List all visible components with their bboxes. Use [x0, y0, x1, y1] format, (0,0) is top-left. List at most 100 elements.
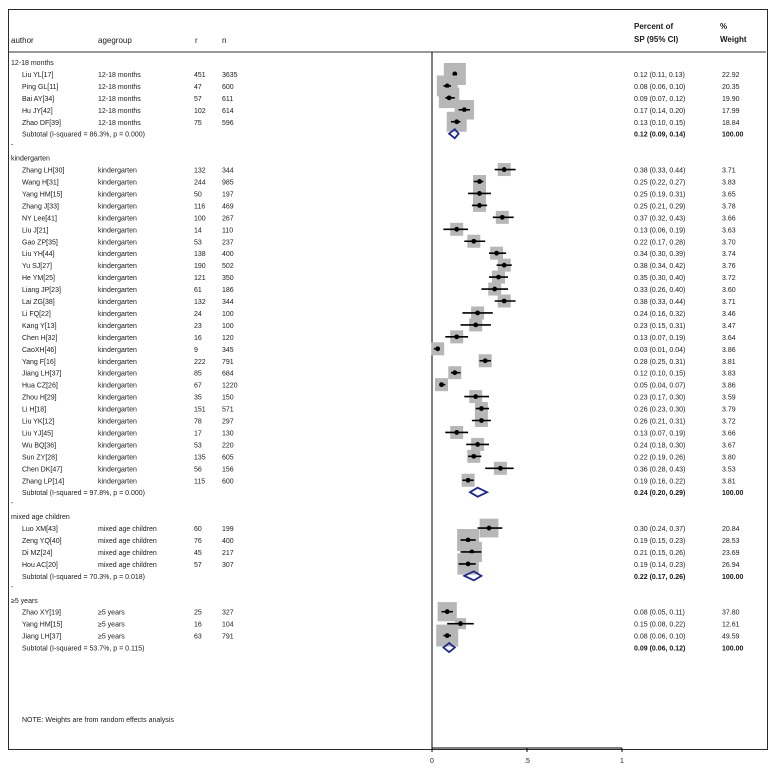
study-ci: 0.05 (0.04, 0.07) — [634, 383, 685, 390]
study-r: 24 — [194, 311, 202, 318]
study-weight: 3.83 — [722, 180, 736, 187]
point-estimate — [471, 453, 477, 459]
study-ci: 0.35 (0.30, 0.40) — [634, 275, 685, 282]
header-weight-line2: Weight — [720, 35, 747, 44]
study-r: 135 — [194, 454, 206, 461]
point-estimate — [444, 609, 450, 615]
point-estimate — [477, 203, 482, 208]
study-r: 75 — [194, 120, 202, 127]
study-weight: 23.69 — [722, 550, 740, 557]
study-author: Luo XM[43] — [22, 526, 58, 533]
subtotal-ci: 0.12 (0.09, 0.14) — [634, 132, 685, 139]
study-r: 78 — [194, 419, 202, 426]
study-r: 16 — [194, 335, 202, 342]
point-estimate — [501, 298, 507, 304]
study-ci: 0.33 (0.26, 0.40) — [634, 287, 685, 294]
study-r: 244 — [194, 180, 206, 187]
group-label: kindergarten — [11, 156, 50, 163]
study-ci: 0.19 (0.16, 0.22) — [634, 478, 685, 485]
x-tick-label: .5 — [524, 758, 530, 765]
study-ci: 0.12 (0.10, 0.15) — [634, 371, 685, 378]
point-estimate — [452, 71, 458, 77]
point-estimate — [473, 322, 479, 328]
study-n: 1220 — [222, 383, 238, 390]
plot-border — [8, 9, 768, 750]
study-weight: 3.46 — [722, 311, 736, 318]
study-weight: 3.64 — [722, 335, 736, 342]
study-author: Liu YL[17] — [22, 72, 53, 79]
study-author: Yang HM[15] — [22, 622, 62, 629]
study-r: 35 — [194, 395, 202, 402]
point-estimate — [499, 214, 505, 220]
study-n: 614 — [222, 108, 234, 115]
study-author: Liu YJ[45] — [22, 430, 53, 437]
study-n: 150 — [222, 395, 234, 402]
study-n: 600 — [222, 84, 234, 91]
point-estimate — [452, 370, 458, 376]
subtotal-weight: 100.00 — [722, 132, 744, 139]
point-estimate — [501, 262, 507, 268]
study-n: 100 — [222, 323, 234, 330]
point-estimate — [471, 238, 477, 244]
group-label: ≥5 years — [11, 598, 38, 605]
study-r: 50 — [194, 191, 202, 198]
study-n: 791 — [222, 634, 234, 641]
point-estimate — [454, 119, 460, 125]
study-author: Li FQ[22] — [22, 311, 51, 318]
study-r: 53 — [194, 442, 202, 449]
subtotal-diamond — [462, 570, 484, 582]
study-r: 222 — [194, 359, 206, 366]
study-agegroup: kindergarten — [98, 215, 137, 222]
study-author: Ping GL[11] — [22, 84, 59, 91]
study-agegroup: kindergarten — [98, 442, 137, 449]
study-ci: 0.13 (0.07, 0.19) — [634, 335, 685, 342]
study-weight: 20.35 — [722, 84, 740, 91]
study-weight: 3.83 — [722, 371, 736, 378]
study-n: 344 — [222, 168, 234, 175]
study-author: Liu J[21] — [22, 227, 49, 234]
study-n: 297 — [222, 419, 234, 426]
study-ci: 0.38 (0.34, 0.42) — [634, 263, 685, 270]
header-percent-line1: Percent of — [634, 22, 673, 31]
study-weight: 3.59 — [722, 395, 736, 402]
study-n: 156 — [222, 466, 234, 473]
study-r: 190 — [194, 263, 206, 270]
study-ci: 0.03 (0.01, 0.04) — [634, 347, 685, 354]
study-weight: 3.67 — [722, 442, 736, 449]
study-weight: 18.84 — [722, 120, 740, 127]
study-weight: 37.80 — [722, 610, 740, 617]
header-n: n — [222, 36, 226, 45]
study-n: 217 — [222, 550, 234, 557]
study-agegroup: kindergarten — [98, 347, 137, 354]
study-author: Zhang LH[30] — [22, 168, 64, 175]
study-weight: 3.78 — [722, 203, 736, 210]
study-weight: 3.47 — [722, 323, 736, 330]
study-n: 350 — [222, 275, 234, 282]
study-agegroup: kindergarten — [98, 180, 137, 187]
study-r: 132 — [194, 168, 206, 175]
study-agegroup: kindergarten — [98, 359, 137, 366]
study-ci: 0.22 (0.17, 0.28) — [634, 239, 685, 246]
point-estimate — [475, 310, 480, 316]
point-estimate — [479, 406, 484, 411]
point-estimate — [494, 250, 499, 256]
study-ci: 0.36 (0.28, 0.43) — [634, 466, 685, 473]
header-weight-line1: % — [720, 22, 727, 31]
study-agegroup: 12-18 months — [98, 108, 141, 115]
study-author: Liu YH[44] — [22, 251, 55, 258]
subtotal-label: Subtotal (I-squared = 53.7%, p = 0.115) — [22, 646, 144, 653]
study-ci: 0.25 (0.19, 0.31) — [634, 191, 685, 198]
study-weight: 3.70 — [722, 239, 736, 246]
group-label: 12-18 months — [11, 60, 54, 67]
study-agegroup: ≥5 years — [98, 634, 125, 641]
study-n: 469 — [222, 203, 234, 210]
study-weight: 3.53 — [722, 466, 736, 473]
study-author: Zhao XY[19] — [22, 610, 61, 617]
study-agegroup: kindergarten — [98, 239, 137, 246]
subtotal-weight: 100.00 — [722, 646, 744, 653]
subtotal-ci: 0.22 (0.17, 0.26) — [634, 574, 685, 581]
study-n: 985 — [222, 180, 234, 187]
study-ci: 0.23 (0.15, 0.31) — [634, 323, 685, 330]
point-estimate — [469, 549, 475, 555]
